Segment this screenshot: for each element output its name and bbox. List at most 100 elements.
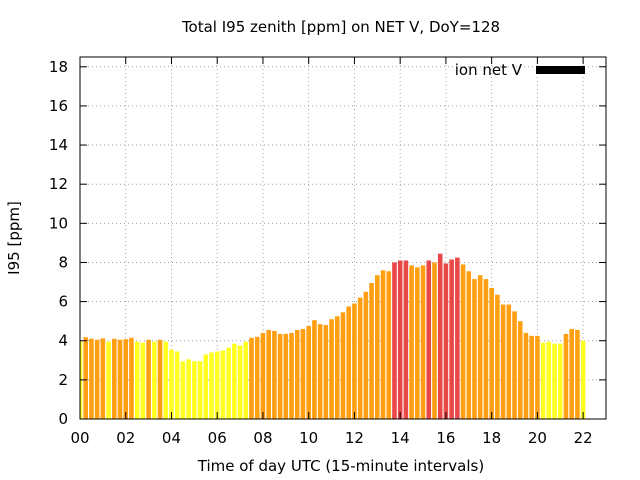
bar xyxy=(209,352,214,419)
y-tick-label: 0 xyxy=(58,410,68,428)
bar xyxy=(192,361,197,419)
bar xyxy=(317,324,323,419)
bar xyxy=(197,361,203,419)
bar xyxy=(83,337,89,419)
bar xyxy=(523,332,529,419)
bar xyxy=(226,347,231,419)
bar xyxy=(346,306,352,419)
bar xyxy=(203,354,209,419)
bar xyxy=(157,339,163,419)
bar xyxy=(489,287,494,419)
y-tick-labels: 0 2 4 6 8 10 12 14 16 18 xyxy=(49,58,68,428)
y-tick-label: 2 xyxy=(58,371,68,389)
bar xyxy=(237,345,243,419)
y-tick-label: 18 xyxy=(49,58,68,76)
x-tick-label: 16 xyxy=(436,429,455,447)
bar xyxy=(134,341,140,419)
bar xyxy=(152,341,157,419)
bar xyxy=(140,342,146,419)
x-axis-label: Time of day UTC (15-minute intervals) xyxy=(197,457,484,475)
bar xyxy=(403,260,409,419)
bar xyxy=(357,297,363,419)
bar xyxy=(243,341,249,419)
bar xyxy=(455,257,460,419)
bar xyxy=(432,262,437,419)
bar xyxy=(323,325,329,419)
bars xyxy=(80,253,586,419)
bar xyxy=(546,341,552,419)
legend-label: ion net V xyxy=(455,61,523,79)
bar xyxy=(312,320,317,419)
bar xyxy=(294,329,300,419)
bar xyxy=(506,304,512,419)
bar xyxy=(266,329,271,419)
bar xyxy=(363,291,369,419)
bar xyxy=(163,341,169,419)
bar xyxy=(512,311,517,419)
plot-frame xyxy=(79,56,607,420)
bar xyxy=(180,361,186,419)
bar xyxy=(117,339,123,419)
bar xyxy=(437,253,443,419)
bar xyxy=(557,343,563,419)
bar xyxy=(426,260,432,419)
x-tick-labels: 00 02 04 06 08 10 12 14 16 18 20 22 xyxy=(70,429,592,447)
bar xyxy=(500,304,506,419)
bar xyxy=(540,342,546,419)
bar xyxy=(535,335,540,419)
y-tick-label: 8 xyxy=(58,253,68,271)
x-tick-label: 06 xyxy=(208,429,227,447)
bar xyxy=(232,343,237,419)
bar xyxy=(386,271,392,419)
bar xyxy=(220,350,226,419)
y-tick-label: 12 xyxy=(49,175,68,193)
bar xyxy=(89,338,94,419)
bar xyxy=(397,260,403,419)
bar xyxy=(106,341,111,419)
bar xyxy=(169,349,174,419)
x-tick-label: 12 xyxy=(345,429,364,447)
bar xyxy=(495,294,500,419)
bar xyxy=(186,359,191,419)
bar xyxy=(334,316,340,419)
bar xyxy=(392,262,397,419)
grid xyxy=(80,57,606,419)
bar xyxy=(380,270,386,419)
bar xyxy=(94,339,100,419)
bar xyxy=(569,328,574,419)
bar xyxy=(254,336,260,419)
y-tick-label: 6 xyxy=(58,293,68,311)
bar xyxy=(443,263,449,419)
x-tick-label: 00 xyxy=(70,429,89,447)
bar xyxy=(300,328,306,419)
bar xyxy=(283,333,289,419)
bar xyxy=(146,339,151,419)
bar xyxy=(460,264,466,419)
x-tick-label: 02 xyxy=(116,429,135,447)
bar xyxy=(100,338,106,419)
x-tick-label: 18 xyxy=(482,429,501,447)
bar xyxy=(214,351,220,419)
bar xyxy=(449,259,454,419)
y-tick-label: 10 xyxy=(49,214,68,232)
y-tick-label: 4 xyxy=(58,332,68,350)
x-tick-label: 10 xyxy=(299,429,318,447)
y-axis-label: I95 [ppm] xyxy=(5,201,23,275)
bar xyxy=(352,303,357,419)
bar xyxy=(329,319,334,419)
bar xyxy=(174,351,180,419)
y-tick-label: 14 xyxy=(49,136,68,154)
y-tick-label: 16 xyxy=(49,97,68,115)
x-tick-label: 14 xyxy=(391,429,410,447)
bar xyxy=(472,279,477,419)
bar xyxy=(552,343,557,419)
bar xyxy=(249,337,254,419)
x-tick-label: 08 xyxy=(253,429,272,447)
bar xyxy=(575,329,580,419)
bar xyxy=(420,265,426,419)
x-tick-label: 20 xyxy=(528,429,547,447)
bar xyxy=(529,335,534,419)
chart-title: Total I95 zenith [ppm] on NET V, DoY=128 xyxy=(181,18,500,36)
bar xyxy=(415,267,420,419)
